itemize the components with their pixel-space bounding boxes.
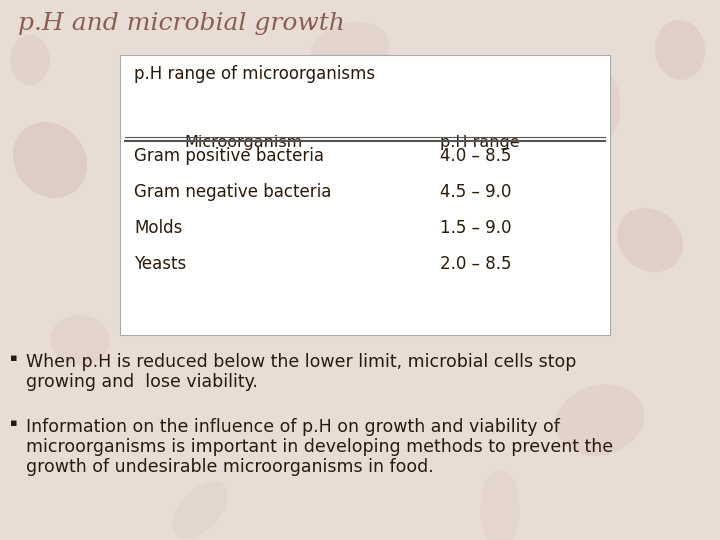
Text: ▪: ▪ (10, 353, 17, 363)
Text: 4.5 – 9.0: 4.5 – 9.0 (440, 183, 511, 201)
Text: Microorganism: Microorganism (184, 135, 302, 150)
Ellipse shape (310, 22, 390, 78)
Text: Molds: Molds (134, 219, 182, 237)
Text: p.H range of microorganisms: p.H range of microorganisms (134, 65, 375, 83)
Text: When p.H is reduced below the lower limit, microbial cells stop: When p.H is reduced below the lower limi… (26, 353, 577, 371)
Text: p.H and microbial growth: p.H and microbial growth (18, 12, 345, 35)
Ellipse shape (539, 60, 621, 160)
Text: 2.0 – 8.5: 2.0 – 8.5 (440, 255, 511, 273)
Text: growing and  lose viability.: growing and lose viability. (26, 373, 258, 391)
Text: Gram negative bacteria: Gram negative bacteria (134, 183, 331, 201)
Text: p.H range: p.H range (440, 135, 520, 150)
Ellipse shape (655, 20, 705, 80)
Ellipse shape (10, 35, 50, 85)
Ellipse shape (480, 470, 520, 540)
Text: Information on the influence of p.H on growth and viability of: Information on the influence of p.H on g… (26, 418, 560, 436)
Text: growth of undesirable microorganisms in food.: growth of undesirable microorganisms in … (26, 458, 433, 476)
Ellipse shape (556, 384, 644, 456)
FancyBboxPatch shape (120, 55, 610, 335)
Text: ▪: ▪ (10, 418, 17, 428)
Ellipse shape (50, 315, 110, 365)
Ellipse shape (617, 208, 683, 272)
Text: microorganisms is important in developing methods to prevent the: microorganisms is important in developin… (26, 438, 613, 456)
Text: Yeasts: Yeasts (134, 255, 186, 273)
Ellipse shape (13, 122, 87, 198)
Text: 1.5 – 9.0: 1.5 – 9.0 (440, 219, 511, 237)
Ellipse shape (172, 481, 228, 539)
Text: 4.0 – 8.5: 4.0 – 8.5 (440, 147, 511, 165)
Text: Gram positive bacteria: Gram positive bacteria (134, 147, 324, 165)
